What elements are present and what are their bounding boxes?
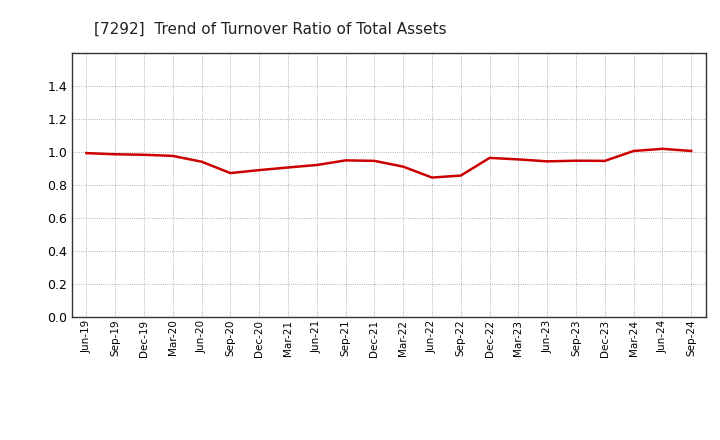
Text: [7292]  Trend of Turnover Ratio of Total Assets: [7292] Trend of Turnover Ratio of Total … xyxy=(94,22,446,37)
